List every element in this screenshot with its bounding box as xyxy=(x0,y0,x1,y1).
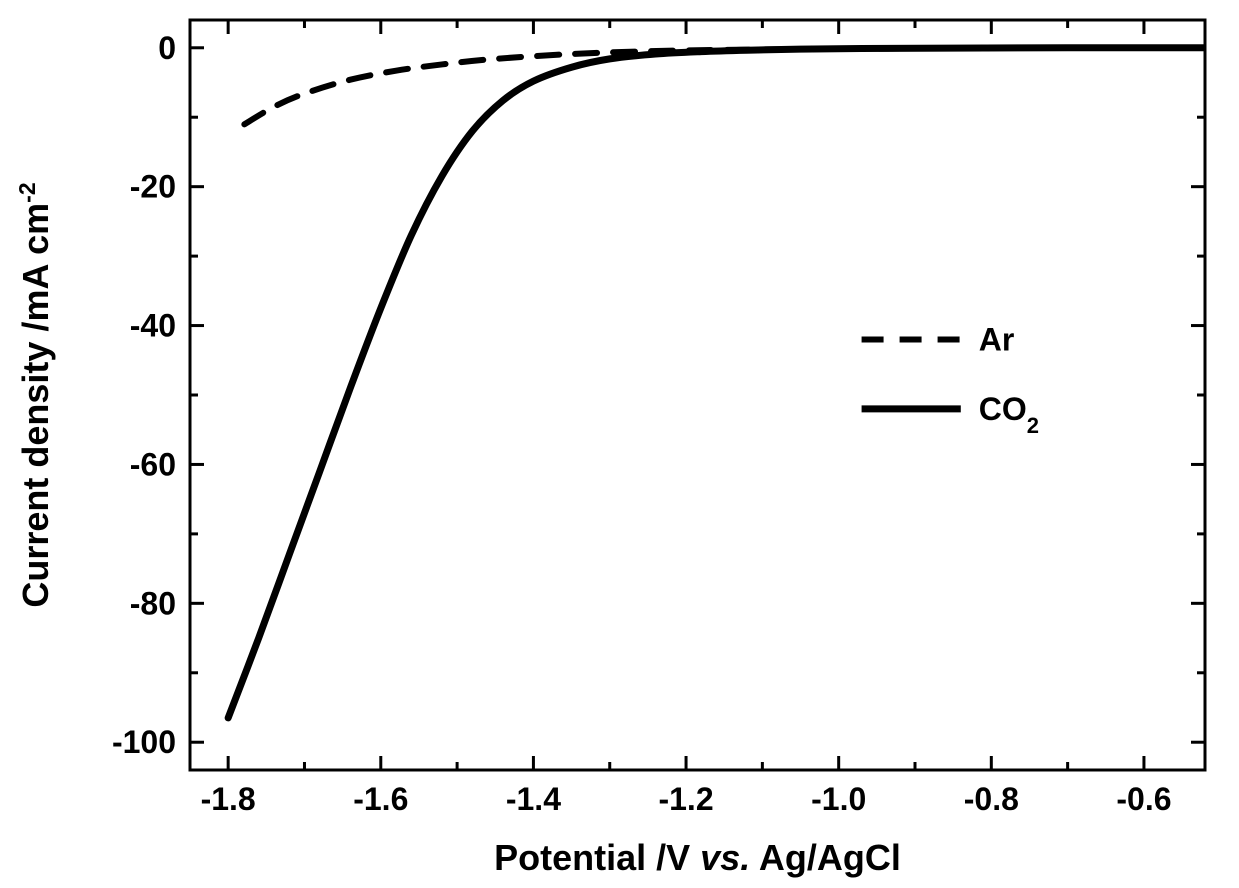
x-tick-label: -0.8 xyxy=(964,781,1019,817)
y-axis-label: Current density /mA cm-2 xyxy=(14,182,56,607)
x-tick-label: -1.2 xyxy=(658,781,713,817)
x-tick-label: -1.0 xyxy=(811,781,866,817)
x-tick-label: -1.8 xyxy=(201,781,256,817)
y-tick-label: 0 xyxy=(158,30,176,66)
x-tick-label: -1.4 xyxy=(506,781,561,817)
chart-container: -1.8 -1.6 -1.4 -1.2 -1.0 -0.8 -0.6 0 -20 -40 -60 -8… xyxy=(0,0,1239,888)
lsv-chart: -1.8 -1.6 -1.4 -1.2 -1.0 -0.8 -0.6 0 -20 -40 -60 -8… xyxy=(0,0,1239,888)
x-axis-label: Potential /V vs. Ag/AgCl xyxy=(494,837,901,878)
y-tick-label: -100 xyxy=(112,724,176,760)
x-tick-label: -1.6 xyxy=(353,781,408,817)
legend-label-ar: Ar xyxy=(979,321,1015,357)
y-tick-label: -80 xyxy=(130,585,176,621)
y-tick-label: -20 xyxy=(130,169,176,205)
x-tick-label: -0.6 xyxy=(1116,781,1171,817)
chart-background xyxy=(0,0,1239,888)
y-tick-label: -40 xyxy=(130,308,176,344)
y-tick-label: -60 xyxy=(130,446,176,482)
